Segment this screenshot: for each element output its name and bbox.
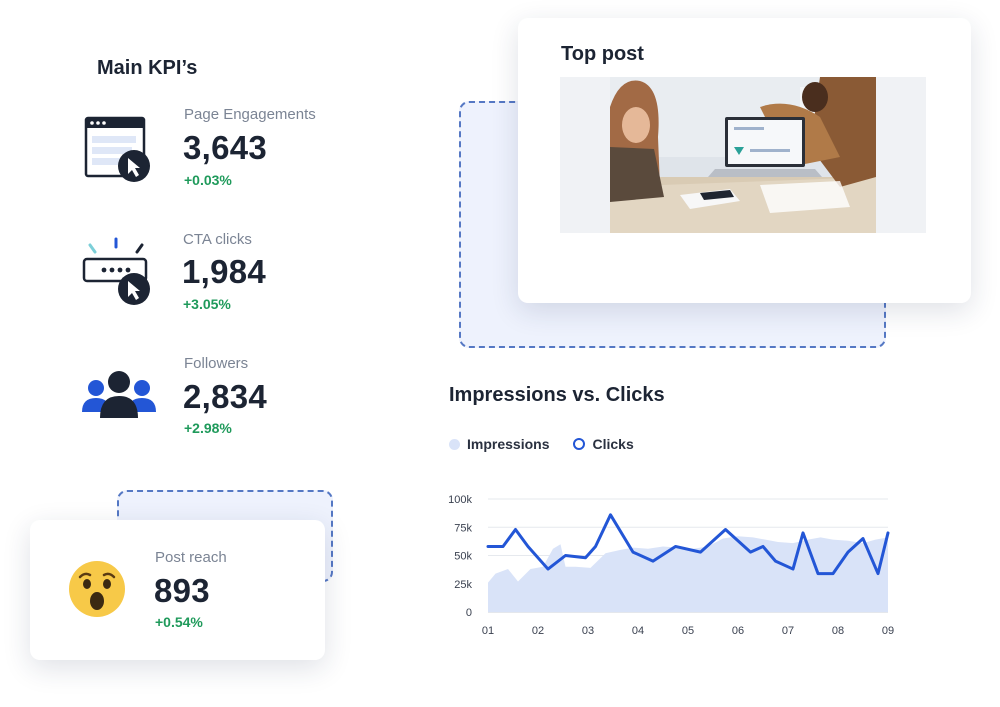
kpi-value: 1,984 (182, 253, 267, 290)
post-reach-value: 893 (154, 572, 210, 609)
legend-label: Impressions (467, 436, 550, 452)
kpi-label: CTA clicks (183, 231, 252, 248)
legend-item-clicks[interactable]: Clicks (573, 436, 634, 452)
kpi-value: 2,834 (183, 378, 268, 415)
kpi-delta: +2.98% (184, 420, 232, 436)
y-tick-label: 100k (448, 494, 472, 506)
x-tick-label: 02 (532, 625, 544, 637)
y-tick-label: 25k (454, 579, 472, 591)
x-tick-label: 06 (732, 625, 744, 637)
legend-swatch-impressions (449, 438, 460, 450)
users-group-icon (80, 370, 158, 420)
post-reach-label: Post reach (155, 549, 227, 566)
post-reach-card: Post reach 893 +0.54% (30, 520, 325, 660)
legend-label: Clicks (592, 436, 634, 452)
kpi-delta: +0.03% (184, 172, 232, 188)
clicks-line (486, 513, 890, 576)
x-tick-label: 03 (582, 625, 594, 637)
y-tick-label: 50k (454, 551, 472, 563)
top-post-card: Top post (518, 18, 971, 303)
legend-item-impressions[interactable]: Impressions (449, 436, 549, 452)
kpi-label: Page Engagements (184, 106, 316, 123)
browser-cursor-icon (82, 110, 154, 186)
top-post-title: Top post (561, 43, 644, 65)
kpi-section-title: Main KPI’s (97, 57, 198, 79)
kpi-delta: +3.05% (183, 296, 231, 312)
impressions-area (488, 536, 888, 612)
x-tick-label: 07 (782, 625, 794, 637)
kpi-label: Followers (184, 355, 249, 372)
x-tick-label: 05 (682, 625, 694, 637)
post-reach-delta: +0.54% (155, 614, 203, 630)
x-tick-label: 04 (632, 625, 644, 637)
x-tick-label: 01 (482, 625, 494, 637)
kpi-value: 3,643 (183, 129, 268, 166)
chart-legend: Impressions Clicks (449, 436, 634, 452)
legend-swatch-clicks (573, 438, 586, 450)
chart-title: Impressions vs. Clicks (449, 384, 665, 406)
surprised-emoji-icon (68, 560, 126, 618)
button-click-icon (80, 235, 154, 309)
x-tick-label: 08 (832, 625, 844, 637)
y-tick-label: 0 (466, 607, 472, 619)
top-post-image-frame (560, 77, 926, 233)
impressions-clicks-chart: 0 25k 50k 75k 100k 01 02 03 04 05 06 07 08 09 (448, 494, 894, 637)
y-tick-label: 75k (454, 522, 472, 534)
meeting-laptop-photo[interactable] (610, 77, 876, 233)
x-tick-label: 09 (882, 625, 894, 637)
